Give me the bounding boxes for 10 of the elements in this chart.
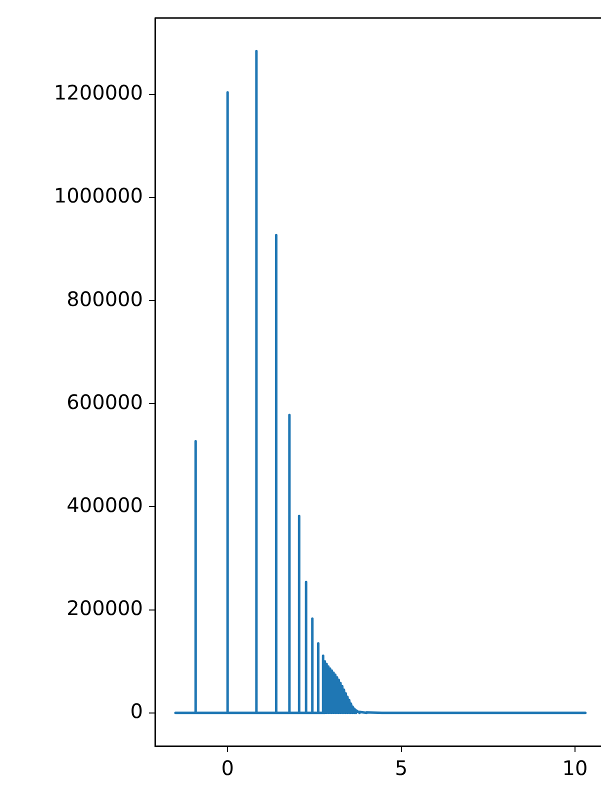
y-tick-label: 400000 (66, 492, 143, 517)
y-tick-label: 800000 (66, 286, 143, 311)
x-tick-label: 0 (221, 756, 234, 780)
y-tick-label: 0 (130, 699, 143, 724)
y-tick-label: 1000000 (54, 184, 143, 208)
y-tick-label: 600000 (66, 390, 143, 414)
y-tick-label: 200000 (66, 596, 143, 620)
y-tick-label: 1200000 (54, 80, 143, 105)
x-tick-label: 5 (394, 756, 408, 780)
x-tick-label: 10 (562, 756, 588, 780)
